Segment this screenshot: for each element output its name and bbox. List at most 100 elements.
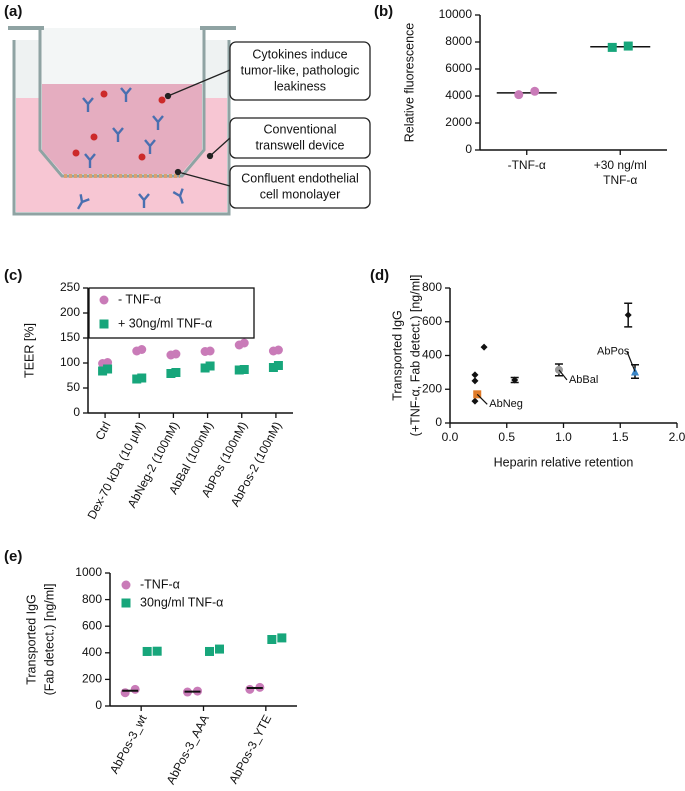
x-tick-label: -TNF-α [508, 158, 546, 172]
point [171, 368, 181, 377]
y-tick-label: 250 [60, 280, 80, 294]
point [200, 363, 210, 373]
x-tick-label: 0.0 [442, 430, 459, 444]
y-tick-label: 0 [73, 405, 80, 419]
legend-label: - TNF-α [118, 292, 161, 306]
y-tick-label: 400 [422, 348, 442, 362]
y-tick-label: 8000 [445, 34, 472, 48]
point-label: AbPos [597, 345, 630, 357]
point [152, 646, 162, 656]
point [239, 365, 249, 374]
x-tick-label: 2.0 [669, 430, 685, 444]
legend-label: -TNF-α [140, 577, 180, 591]
point [471, 377, 479, 385]
point [480, 343, 488, 351]
point [268, 363, 278, 372]
x-tick-label: 1.0 [555, 430, 572, 444]
point [132, 374, 142, 384]
y-tick-label: 600 [422, 314, 442, 328]
x-axis-label: Heparin relative retention [494, 455, 634, 469]
point [137, 345, 147, 354]
diagram-label: tumor-like, pathologic [241, 63, 360, 77]
y-tick-label: 200 [82, 672, 102, 686]
legend-label: + 30ng/ml TNF-α [118, 316, 212, 330]
y-axis-label: TEER [%] [22, 323, 36, 378]
leader-line [476, 393, 488, 405]
point [471, 397, 479, 405]
y-tick-label: 0 [435, 415, 442, 429]
point [166, 369, 176, 378]
transwell-diagram: Cytokines induce tumor-like, pathologic … [8, 26, 371, 216]
legend-marker [99, 295, 109, 305]
point [171, 349, 181, 359]
y-tick-label: 800 [422, 280, 442, 294]
x-tick-label: 0.5 [498, 430, 515, 444]
diagram-label: transwell device [256, 138, 345, 152]
legend-marker [99, 319, 109, 329]
x-tick-label: Ctrl [92, 419, 113, 442]
legend-marker [121, 580, 131, 590]
y-axis-label: Relative fluorescence [402, 23, 416, 143]
y-tick-label: 200 [60, 305, 80, 319]
diagram-label: Cytokines induce [252, 47, 347, 61]
y-tick-label: 600 [82, 618, 102, 632]
x-tick-label: AbPos-3_YTE [226, 712, 274, 786]
point [511, 376, 519, 384]
point-label: AbNeg [489, 398, 523, 410]
leader-line [626, 351, 636, 372]
panel-label: (d) [370, 267, 389, 284]
point [130, 684, 140, 694]
y-tick-label: 0 [465, 142, 472, 156]
y-tick-label: 100 [60, 355, 80, 369]
x-tick-label: AbPos-3_AAA [164, 712, 212, 786]
label-box [229, 41, 371, 101]
point [234, 365, 244, 375]
leader-lines [164, 69, 231, 187]
y-tick-label: 200 [422, 381, 442, 395]
y-tick-label: 800 [82, 592, 102, 606]
y-axis-label: Transported IgG [24, 594, 38, 685]
label-box [229, 165, 371, 209]
point [245, 684, 255, 694]
panel-label: (c) [4, 267, 22, 284]
legend-label: 30ng/ml TNF-α [140, 595, 223, 609]
point [277, 633, 287, 643]
y-tick-label: 0 [95, 698, 102, 712]
point [137, 373, 147, 383]
x-tick-label: AbPos-3_wt [107, 712, 150, 776]
point [205, 346, 215, 356]
point-label: AbBal [569, 374, 598, 386]
point [471, 371, 479, 379]
y-axis-label: (Fab detect.) [ng/ml] [42, 584, 56, 696]
x-tick-label: 1.5 [612, 430, 629, 444]
point [103, 364, 113, 374]
point [530, 86, 540, 96]
point [607, 42, 617, 52]
diagram-label: Confluent endothelial [241, 171, 358, 185]
point [267, 635, 277, 644]
y-axis-label: (+TNF-α, Fab detect.) [ng/ml] [408, 275, 422, 437]
panel-label: (b) [374, 3, 393, 20]
y-tick-label: 2000 [445, 115, 472, 129]
point [142, 646, 152, 656]
y-axis-label: Transported IgG [390, 310, 404, 401]
diagram-label: leakiness [274, 79, 326, 93]
diagram-label: Conventional [264, 122, 337, 136]
y-tick-label: 400 [82, 645, 102, 659]
point [205, 646, 214, 656]
point [98, 366, 108, 376]
label-box [229, 117, 371, 159]
y-tick-label: 1000 [75, 565, 102, 579]
y-tick-label: 50 [67, 380, 81, 394]
y-tick-label: 6000 [445, 61, 472, 75]
legend-frame [88, 287, 255, 339]
y-tick-label: 10000 [439, 7, 473, 21]
diagram-label: cell monolayer [260, 187, 341, 201]
x-tick-label: TNF-α [603, 173, 637, 187]
point [239, 338, 249, 348]
y-tick-label: 4000 [445, 88, 472, 102]
panel-label: (e) [4, 548, 22, 565]
x-tick-label: +30 ng/ml [594, 158, 647, 172]
point [273, 345, 283, 355]
point [624, 311, 632, 319]
